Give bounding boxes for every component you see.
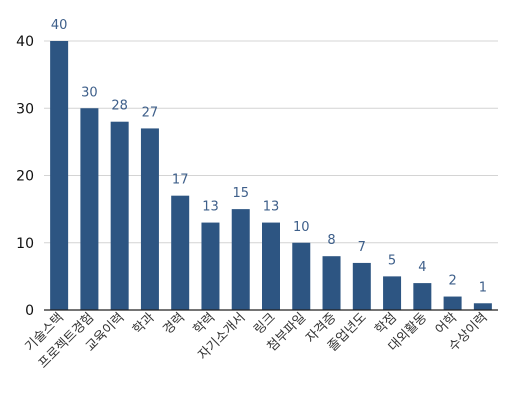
y-tick-label: 40 [16,34,34,50]
bar [50,41,69,310]
data-label: 28 [111,99,128,114]
data-label: 7 [358,240,366,255]
x-tick-label: 경력 [161,310,189,338]
x-tick-label: 학과 [130,310,158,338]
data-label: 5 [388,253,396,268]
data-label: 27 [142,105,159,120]
data-label: 30 [81,85,98,100]
bar [201,222,220,310]
y-tick-label: 0 [25,303,34,319]
y-tick-label: 20 [16,169,34,185]
bars [50,41,492,310]
y-tick-label: 10 [16,236,34,252]
data-label: 2 [448,274,456,289]
data-label: 17 [172,173,189,188]
bar [322,256,341,310]
bar [80,108,99,310]
data-labels: 40 30 28 27 17 13 15 13 10 8 7 5 4 2 1 [51,18,487,295]
data-label: 15 [232,186,249,201]
bar [292,242,311,310]
data-label: 13 [202,200,219,215]
data-label: 1 [479,280,487,295]
bar [171,195,190,310]
bar [140,128,159,310]
bar [231,209,250,310]
y-axis-ticks: 0 10 20 30 40 [16,34,34,319]
y-tick-label: 30 [16,101,34,117]
bar [473,303,492,310]
bar [383,276,402,310]
bar [262,222,280,310]
data-label: 13 [263,200,280,215]
data-label: 8 [327,233,335,248]
data-label: 4 [418,260,426,275]
bar [352,262,371,310]
bar [443,296,462,310]
bar [110,121,129,310]
data-label: 10 [293,220,310,235]
data-label: 40 [51,18,68,33]
bar [413,283,432,310]
